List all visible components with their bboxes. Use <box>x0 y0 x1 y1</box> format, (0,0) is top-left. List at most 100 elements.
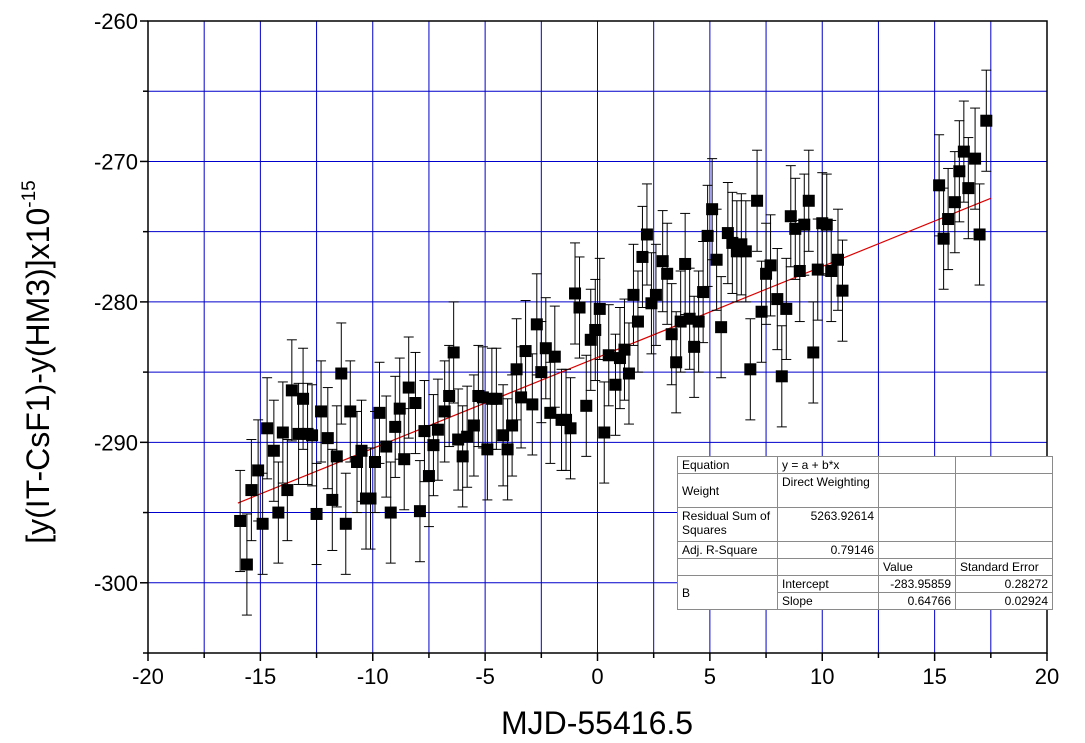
data-point <box>544 406 557 419</box>
stderr-header: Standard Error <box>955 558 1053 576</box>
data-point <box>627 288 640 301</box>
weight-value: Direct Weighting <box>777 473 879 508</box>
data-point <box>267 444 280 457</box>
data-point <box>831 253 844 266</box>
x-tick-labels: -20 -15 -10 -5 0 5 10 15 20 <box>132 664 1059 689</box>
data-point <box>447 346 460 359</box>
data-point <box>413 505 426 518</box>
data-point <box>256 517 269 530</box>
data-point <box>548 350 561 363</box>
table-row: Adj. R-Square 0.79146 <box>677 541 1053 559</box>
data-point <box>593 302 606 315</box>
table-row: B Intercept -283.95859 0.28272 <box>677 575 1053 610</box>
data-point <box>510 363 523 376</box>
value-header: Value <box>878 558 956 576</box>
data-point <box>631 315 644 328</box>
data-point <box>526 398 539 411</box>
data-point <box>368 455 381 468</box>
data-point <box>364 492 377 505</box>
x-tick-label: -10 <box>357 664 389 689</box>
data-point <box>744 363 757 376</box>
data-point <box>326 493 339 506</box>
fit-results-table: Equation y = a + b*x Weight Direct Weigh… <box>677 456 1053 610</box>
data-point <box>261 422 274 435</box>
data-point <box>661 267 674 280</box>
data-point <box>355 444 368 457</box>
data-point <box>506 419 519 432</box>
r2-label: Adj. R-Square <box>677 541 778 559</box>
data-point <box>670 356 683 369</box>
data-point <box>530 318 543 331</box>
data-point <box>456 450 469 463</box>
data-point <box>739 245 752 258</box>
y-tick-labels: -300 -290 -280 -270 -260 <box>94 9 138 596</box>
data-point <box>602 349 615 362</box>
data-point <box>393 402 406 415</box>
data-point <box>589 323 602 336</box>
data-point <box>640 228 653 241</box>
data-point <box>836 284 849 297</box>
axis-ticks <box>140 20 1048 661</box>
x-tick-label: 15 <box>922 664 946 689</box>
data-point <box>443 389 456 402</box>
data-point <box>245 484 258 497</box>
data-point <box>272 506 285 519</box>
data-point <box>431 423 444 436</box>
rss-value: 5263.92614 <box>777 507 879 542</box>
data-point <box>409 397 422 410</box>
data-point <box>953 165 966 178</box>
data-point <box>276 426 289 439</box>
equation-value: y = a + b*x <box>777 456 879 474</box>
data-point <box>234 514 247 527</box>
slope-label: Slope <box>777 592 879 610</box>
data-point <box>490 392 503 405</box>
table-row: Weight Direct Weighting <box>677 473 1053 508</box>
y-tick-label: -290 <box>94 430 138 455</box>
data-point <box>802 194 815 207</box>
y-tick-label: -280 <box>94 290 138 315</box>
y-tick-label: -300 <box>94 571 138 596</box>
data-point <box>461 430 474 443</box>
data-point <box>771 293 784 306</box>
table-row: Slope 0.64766 0.02924 <box>678 592 1053 610</box>
table-row: Value Standard Error <box>677 558 1053 576</box>
data-point <box>636 250 649 263</box>
param-label: B <box>677 575 778 610</box>
data-point <box>784 210 797 223</box>
data-point <box>793 264 806 277</box>
data-point <box>751 194 764 207</box>
x-tick-label: 20 <box>1035 664 1059 689</box>
data-point <box>310 507 323 520</box>
data-point <box>569 287 582 300</box>
data-point <box>775 370 788 383</box>
data-point <box>389 420 402 433</box>
data-point <box>344 405 357 418</box>
data-point <box>937 232 950 245</box>
data-point <box>656 255 669 268</box>
weight-label: Weight <box>677 473 778 508</box>
data-point <box>339 517 352 530</box>
data-point <box>240 558 253 571</box>
data-point <box>330 450 343 463</box>
data-point <box>706 203 719 216</box>
data-point <box>933 179 946 192</box>
y-tick-label: -270 <box>94 149 138 174</box>
data-point <box>665 328 678 341</box>
data-point <box>481 443 494 456</box>
data-point <box>564 422 577 435</box>
data-point <box>825 264 838 277</box>
data-point <box>580 399 593 412</box>
data-point <box>501 443 514 456</box>
data-point <box>780 302 793 315</box>
intercept-label: Intercept <box>777 575 879 593</box>
data-point <box>515 391 528 404</box>
rss-label: Residual Sum of Squares <box>677 507 778 542</box>
data-point <box>649 288 662 301</box>
data-point <box>688 340 701 353</box>
data-point <box>285 384 298 397</box>
x-axis-title: MJD-55416.5 <box>501 705 693 741</box>
data-point <box>398 453 411 466</box>
data-point <box>315 405 328 418</box>
x-tick-label: 10 <box>810 664 834 689</box>
